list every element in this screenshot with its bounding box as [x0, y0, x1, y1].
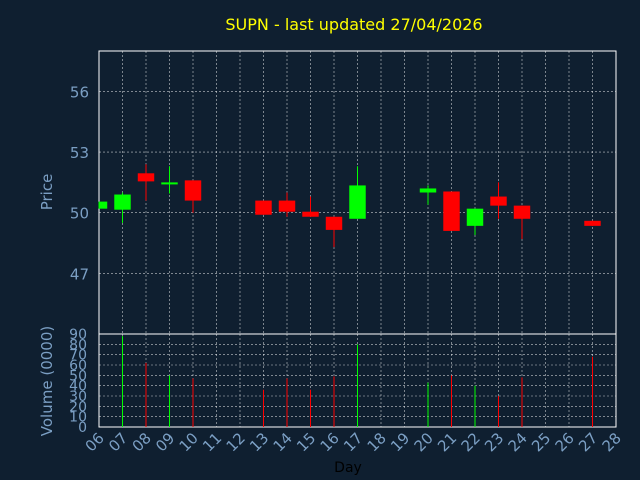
- day-tick-label: 12: [223, 429, 249, 455]
- day-tick-label: 08: [129, 429, 155, 455]
- volume-tick-label: 80: [69, 337, 87, 353]
- day-tick-label: 24: [505, 429, 531, 455]
- candle-body: [255, 200, 272, 215]
- day-axis-label: Day: [334, 460, 362, 476]
- day-tick-label: 25: [528, 429, 554, 455]
- day-tick-label: 17: [340, 429, 366, 455]
- candle-body: [419, 188, 437, 193]
- candle-body: [466, 208, 484, 226]
- day-tick-label: 13: [246, 429, 272, 455]
- day-tick-label: 28: [599, 429, 625, 455]
- volume-axis-label: Volume (0000): [38, 326, 56, 436]
- day-x-ticks: 0607080910111213141516171819202122232425…: [82, 429, 625, 455]
- volume-tick-label: 40: [69, 379, 87, 395]
- day-tick-label: 22: [458, 429, 484, 455]
- price-tick-label: 53: [70, 144, 89, 162]
- candle-body: [184, 180, 202, 201]
- price-tick-label: 47: [70, 265, 89, 283]
- volume-bars: [122, 336, 593, 427]
- day-tick-label: 26: [552, 429, 578, 455]
- day-tick-label: 14: [270, 429, 296, 455]
- day-tick-label: 10: [176, 429, 202, 455]
- candlesticks: [98, 164, 601, 248]
- volume-tick-label: 70: [69, 348, 87, 364]
- volume-tick-label: 50: [69, 368, 87, 384]
- volume-tick-label: 60: [69, 358, 87, 374]
- day-tick-label: 19: [387, 429, 413, 455]
- day-tick-label: 09: [152, 429, 178, 455]
- candle-body: [443, 191, 460, 231]
- price-axis-label: Price: [38, 174, 56, 211]
- day-tick-label: 23: [481, 429, 507, 455]
- volume-tick-label: 90: [69, 327, 87, 343]
- day-tick-label: 15: [293, 429, 319, 455]
- candle-body: [349, 185, 366, 219]
- candle-body: [513, 205, 531, 219]
- volume-tick-label: 20: [69, 399, 87, 415]
- volume-tick-label: 30: [69, 389, 87, 405]
- day-tick-label: 18: [364, 429, 390, 455]
- day-tick-label: 11: [199, 429, 225, 455]
- chart-title: SUPN - last updated 27/04/2026: [225, 15, 482, 34]
- day-tick-label: 20: [411, 429, 437, 455]
- candle-body: [99, 201, 108, 209]
- volume-tick-label: 10: [69, 410, 87, 426]
- day-tick-label: 27: [575, 429, 601, 455]
- volume-tick-label: 0: [78, 420, 87, 436]
- candle-body: [490, 196, 507, 206]
- price-tick-label: 50: [70, 205, 89, 223]
- candle-body: [302, 211, 319, 217]
- candle-body: [325, 216, 343, 230]
- day-tick-label: 21: [434, 429, 460, 455]
- price-y-ticks: 47 50 53 56: [70, 83, 89, 283]
- price-tick-label: 56: [70, 83, 89, 101]
- day-tick-label: 16: [317, 429, 343, 455]
- candle-body: [161, 182, 178, 185]
- candle-body: [278, 200, 296, 212]
- candle-body: [584, 220, 601, 226]
- candle-body: [114, 194, 131, 210]
- candle-body: [137, 173, 155, 182]
- day-tick-label: 07: [105, 429, 131, 455]
